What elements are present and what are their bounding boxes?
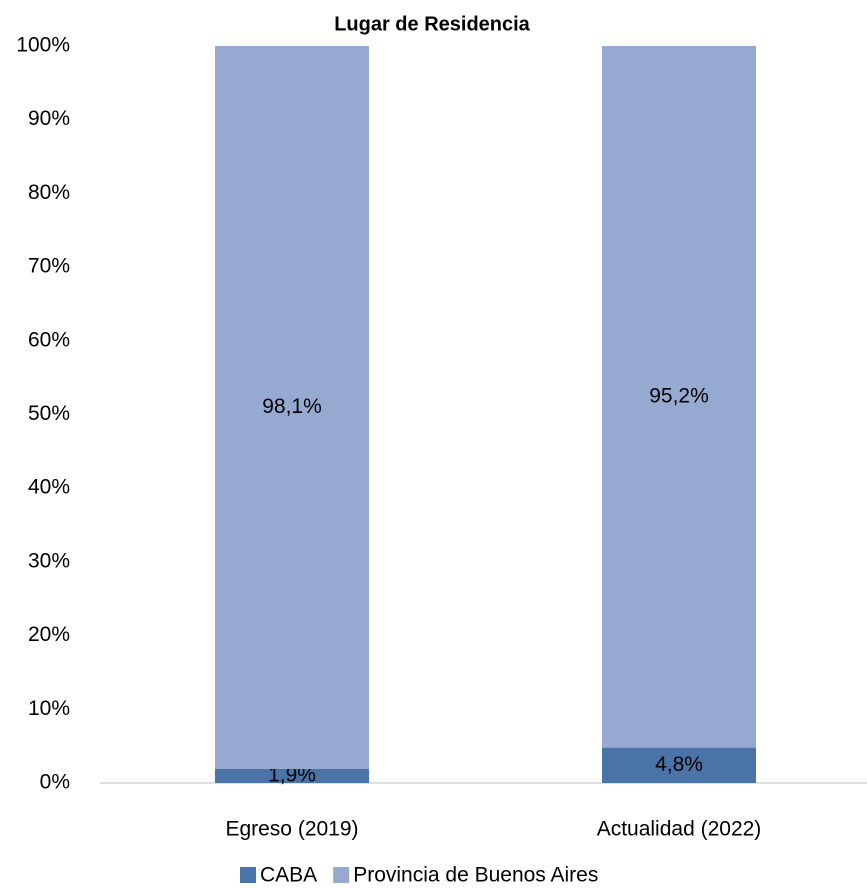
y-tick-label: 70% [28, 255, 70, 278]
y-tick-label: 20% [28, 623, 70, 646]
y-tick-label: 30% [28, 549, 70, 572]
y-tick-label: 10% [28, 697, 70, 720]
data-label: 1,9% [268, 764, 316, 787]
data-label: 95,2% [649, 384, 709, 407]
y-tick-label: 50% [28, 402, 70, 425]
legend-label: CABA [260, 864, 317, 887]
legend-label: Provincia de Buenos Aires [353, 864, 598, 887]
y-tick-label: 100% [16, 34, 70, 57]
x-tick-label: Actualidad (2022) [597, 818, 762, 841]
bar-segment [602, 46, 756, 748]
y-tick-label: 90% [28, 107, 70, 130]
data-label: 4,8% [655, 753, 703, 776]
x-tick-label: Egreso (2019) [225, 818, 358, 841]
legend-swatch [333, 867, 350, 883]
y-tick-label: 60% [28, 328, 70, 351]
chart-title: Lugar de Residencia [334, 13, 530, 35]
bar-segment [215, 46, 369, 769]
y-tick-label: 80% [28, 181, 70, 204]
y-tick-label: 40% [28, 476, 70, 499]
legend-swatch [240, 867, 256, 883]
bar-segment [602, 747, 756, 783]
bar-segment [215, 768, 369, 783]
y-tick-label: 0% [40, 771, 70, 794]
data-label: 98,1% [262, 395, 322, 418]
